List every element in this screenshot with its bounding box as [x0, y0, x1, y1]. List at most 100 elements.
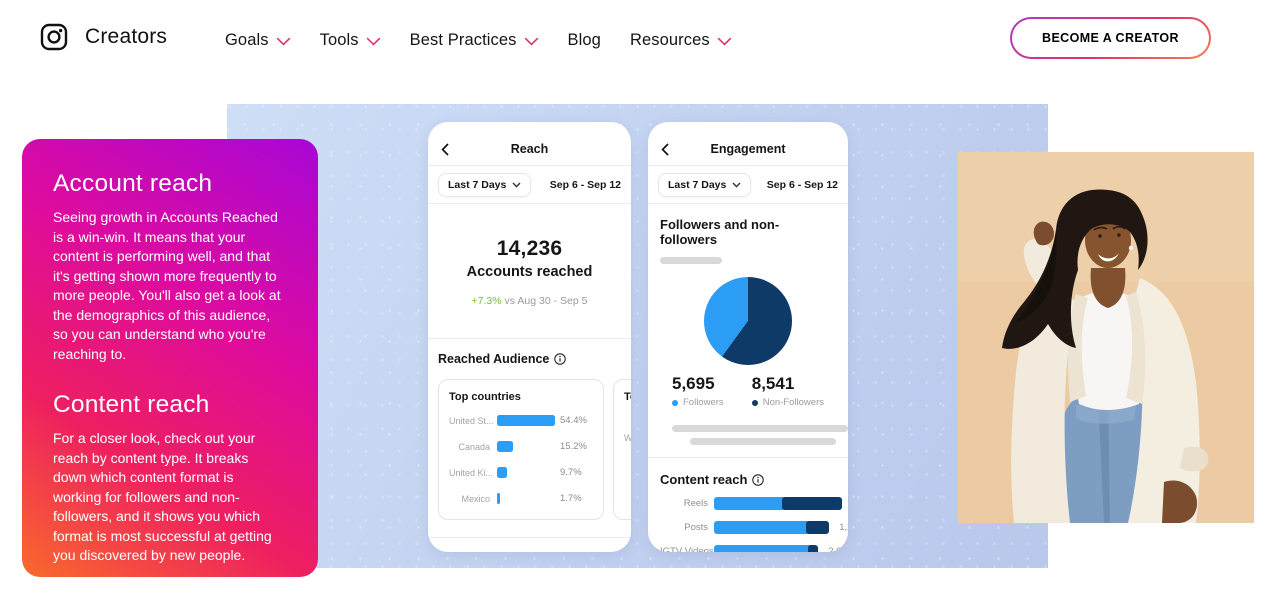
country-bar [497, 415, 555, 426]
screen-title: Engagement [710, 142, 786, 156]
nav-link-tools[interactable]: Tools [320, 31, 381, 50]
followers-stat: 5,695 Followers [672, 374, 724, 408]
date-range-label: Sep 6 - Sep 12 [549, 178, 621, 191]
content-type-label: Reels [683, 497, 708, 509]
country-row: Canada 15.2% [449, 438, 593, 455]
date-range-label: Sep 6 - Sep 12 [766, 178, 838, 191]
chevron-down-icon [524, 37, 538, 46]
section-title: Followers and non-followers [660, 217, 780, 247]
country-label: Canada [458, 441, 490, 452]
instagram-logo-icon [40, 23, 68, 51]
reach-phone-mockup: Reach Last 7 Days Sep 6 - Sep 12 14,236 … [428, 122, 631, 552]
country-row: Mexico 1.7% [449, 490, 593, 507]
divider [648, 457, 848, 458]
divider [428, 537, 631, 538]
info-icon[interactable] [554, 353, 567, 365]
creator-photo [958, 152, 1254, 523]
brand[interactable]: Creators [40, 23, 167, 51]
chevron-down-icon [512, 182, 521, 188]
chevron-down-icon [276, 37, 290, 46]
nav-link-label: Tools [319, 30, 359, 49]
phone-header: Reach [428, 122, 631, 166]
reach-info-card: Account reach Seeing growth in Accounts … [22, 139, 318, 577]
placeholder-bar [660, 257, 722, 264]
non-followers-dot [751, 399, 758, 406]
country-row: United St... 54.4% [449, 412, 593, 429]
content-type-value: 2,000 [828, 545, 848, 553]
top-countries-card: Top countries United St... 54.4% Canada … [438, 379, 604, 520]
phone-header: Engagement [648, 122, 848, 166]
chevron-down-icon [717, 37, 732, 46]
followers-pie-chart [704, 277, 792, 365]
nav-link-label: Blog [567, 30, 601, 49]
nav-link-resources[interactable]: Resources [630, 31, 732, 50]
followers-dot [672, 399, 678, 406]
engagement-phone-mockup: Engagement Last 7 Days Sep 6 - Sep 12 Fo… [648, 122, 848, 552]
chevron-down-icon [366, 37, 381, 46]
country-label: United Ki... [449, 467, 494, 478]
brand-title: Creators [85, 25, 168, 48]
section-title: Account reach [53, 170, 213, 197]
hero-background [227, 104, 1048, 568]
section-body: Seeing growth in Accounts Reached is a w… [53, 209, 281, 362]
reached-audience-section: Reached Audience Top countries United St… [428, 339, 631, 520]
nav-link-label: Best Practices [409, 30, 517, 49]
date-filter-dropdown[interactable]: Last 7 Days [438, 172, 532, 197]
divider [428, 338, 631, 339]
country-label: United St... [449, 415, 494, 426]
info-icon[interactable] [752, 473, 765, 486]
non-followers-bar-segment [806, 520, 829, 534]
nav-link-label: Goals [225, 30, 269, 49]
content-reach-section: Content reach Reels 3,300 [648, 458, 848, 552]
card-title: Top countries [449, 391, 521, 403]
info-section-content-reach: Content reach For a closer look, check o… [53, 391, 285, 566]
section-title: Reached Audience [438, 352, 550, 366]
content-type-row: Posts 1,250 [660, 519, 848, 535]
country-percent: 1.7% [560, 493, 582, 504]
section-title: Content reach [660, 472, 748, 487]
nav-link-best-practices[interactable]: Best Practices [410, 31, 539, 50]
top-nav: Creators Goals Tools [0, 0, 1281, 80]
content-type-label: IGTV Videos [660, 545, 714, 553]
accounts-reached-stat: 14,236 Accounts reached +7.3% vs Aug 30 … [428, 237, 631, 307]
stat-label: Accounts reached [466, 264, 593, 280]
chevron-down-icon [732, 182, 741, 188]
next-card-peek: To W [613, 379, 631, 520]
nav-link-goals[interactable]: Goals [225, 31, 291, 50]
nav-link-blog[interactable]: Blog [568, 31, 601, 50]
country-bar [497, 441, 513, 452]
country-percent: 15.2% [560, 441, 587, 452]
content-type-label: Posts [684, 521, 708, 533]
back-button[interactable] [441, 143, 449, 156]
stat-delta: +7.3% vs Aug 30 - Sep 5 [471, 295, 588, 307]
content-type-value: 1,250 [839, 521, 848, 533]
country-bar [497, 467, 507, 478]
country-row: United Ki... 9.7% [449, 464, 593, 481]
country-percent: 54.4% [560, 415, 587, 426]
stacked-bar [714, 496, 842, 510]
content-type-row: IGTV Videos 2,000 [660, 543, 848, 553]
non-followers-bar-segment [808, 544, 818, 552]
section-title: Content reach [53, 391, 210, 418]
section-body: For a closer look, check out your reach … [53, 430, 272, 563]
screen-title: Reach [510, 142, 549, 156]
content-type-value: 3,300 [842, 498, 848, 509]
date-filter-dropdown[interactable]: Last 7 Days [658, 172, 752, 197]
stacked-bar [714, 544, 818, 552]
followers-section: Followers and non-followers 5,695 Follow… [648, 204, 848, 445]
placeholder-bar [672, 425, 848, 432]
nav-link-label: Resources [629, 30, 710, 49]
info-section-account-reach: Account reach Seeing growth in Accounts … [53, 170, 285, 364]
content-type-row: Reels 3,300 [660, 495, 842, 511]
stacked-bar [714, 520, 829, 534]
become-a-creator-button[interactable]: BECOME A CREATOR [1010, 17, 1211, 59]
country-bar [497, 493, 500, 504]
cta-label: BECOME A CREATOR [1042, 31, 1179, 45]
country-percent: 9.7% [560, 467, 582, 478]
stat-value: 14,236 [496, 237, 563, 260]
back-button[interactable] [661, 143, 669, 156]
country-label: Mexico [461, 493, 490, 504]
main-nav: Goals Tools Best Practices [225, 0, 732, 80]
non-followers-bar-segment [782, 496, 842, 510]
